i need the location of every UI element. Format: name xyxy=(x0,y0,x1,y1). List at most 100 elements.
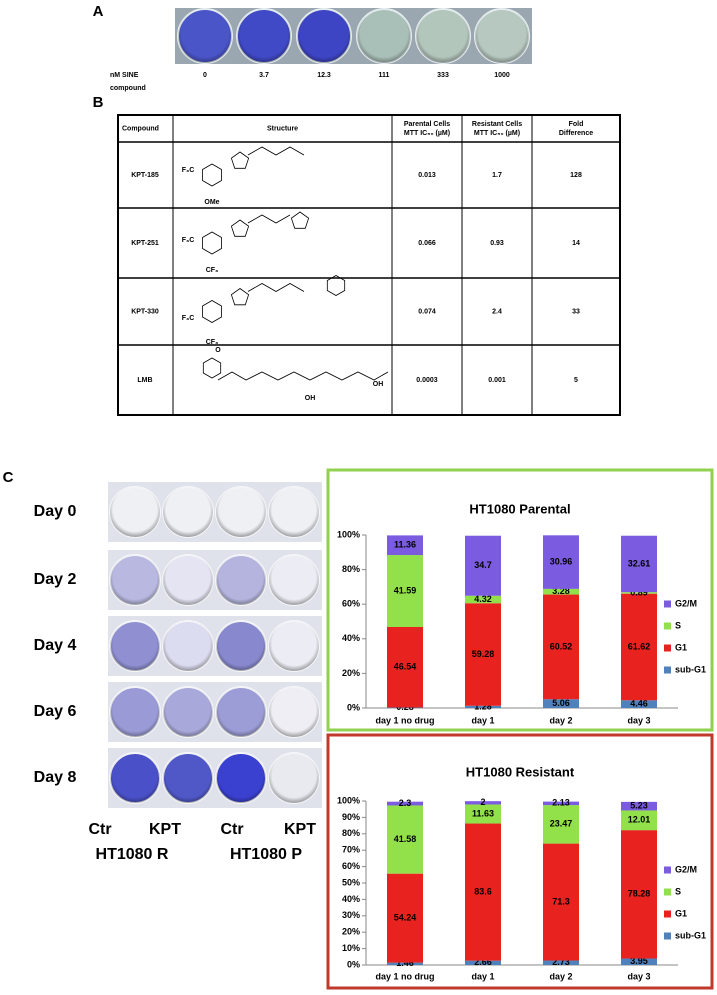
data-label: 32.61 xyxy=(628,558,651,568)
compound-name: LMB xyxy=(137,377,152,384)
ic50-parental: 0.0003 xyxy=(416,377,438,384)
y-tick-label: 40% xyxy=(342,894,360,904)
day-label: Day 4 xyxy=(34,637,77,654)
structure-chain xyxy=(218,372,388,380)
data-label: 83.6 xyxy=(474,886,492,896)
well-shade xyxy=(216,621,266,671)
y-tick-label: 90% xyxy=(342,812,360,822)
well-shade xyxy=(216,487,266,537)
day-label: Day 6 xyxy=(34,703,77,720)
dose-label: 333 xyxy=(437,72,449,79)
well-shade xyxy=(110,555,160,605)
y-tick-label: 80% xyxy=(342,564,360,574)
ic50-resistant: 2.4 xyxy=(492,308,502,315)
table-border xyxy=(118,115,620,415)
x-tick-label: day 3 xyxy=(627,971,650,981)
chart-title: HT1080 Parental xyxy=(469,501,570,516)
structure-ring xyxy=(231,152,248,168)
data-label: 12.01 xyxy=(628,815,651,825)
ic50-parental: 0.066 xyxy=(418,240,436,247)
well-shade xyxy=(269,687,319,737)
data-label: 5.06 xyxy=(552,698,570,708)
structure-label: OH xyxy=(373,381,384,388)
structure-ring xyxy=(231,289,248,305)
legend-label: G2/M xyxy=(675,864,697,874)
x-tick-label: day 3 xyxy=(627,715,650,725)
panel-label: B xyxy=(93,94,104,111)
day-label: Day 2 xyxy=(34,571,77,588)
table-header: Structure xyxy=(267,125,298,132)
well-shade xyxy=(163,621,213,671)
group-label: HT1080 R xyxy=(96,846,169,863)
data-label: 78.28 xyxy=(628,889,651,899)
well-shade xyxy=(475,9,529,63)
table-header: Fold xyxy=(569,121,584,128)
table-header: MTT IC₅₀ (µM) xyxy=(474,130,520,137)
structure-ring xyxy=(231,220,248,236)
structure-chain xyxy=(248,147,304,155)
structure-label: F₃C xyxy=(182,167,195,174)
well-shade xyxy=(110,753,160,803)
compound-name: KPT-330 xyxy=(131,308,159,315)
well-shade xyxy=(237,9,291,63)
structure-label: F₃C xyxy=(182,237,195,244)
well-shade xyxy=(163,687,213,737)
y-tick-label: 10% xyxy=(342,943,360,953)
column-label: Ctr xyxy=(88,821,111,838)
y-tick-label: 0% xyxy=(347,702,360,712)
legend-label: sub-G1 xyxy=(675,930,706,940)
structure-label: CF₃ xyxy=(206,267,219,274)
well-shade xyxy=(269,753,319,803)
legend-label: G1 xyxy=(675,908,687,918)
dose-row-label: nM SINE xyxy=(110,72,139,79)
well-shade xyxy=(110,621,160,671)
data-label: 71.3 xyxy=(552,896,570,906)
data-label: 59.28 xyxy=(472,649,495,659)
y-tick-label: 60% xyxy=(342,861,360,871)
y-tick-label: 50% xyxy=(342,877,360,887)
legend-swatch xyxy=(664,667,671,674)
fold-difference: 33 xyxy=(572,308,580,315)
ic50-parental: 0.074 xyxy=(418,308,436,315)
compound-name: KPT-251 xyxy=(131,240,159,247)
table-header: Compound xyxy=(122,125,159,132)
table-header: Resistant Cells xyxy=(472,121,522,128)
legend-swatch xyxy=(664,933,671,940)
column-label: KPT xyxy=(284,821,316,838)
y-tick-label: 80% xyxy=(342,828,360,838)
legend-label: S xyxy=(675,886,681,896)
y-tick-label: 20% xyxy=(342,927,360,937)
fold-difference: 128 xyxy=(570,172,582,179)
x-tick-label: day 2 xyxy=(549,971,572,981)
data-label: 46.54 xyxy=(394,662,417,672)
x-tick-label: day 1 xyxy=(471,715,494,725)
fold-difference: 14 xyxy=(572,240,580,247)
structure-ring xyxy=(203,358,220,378)
ic50-resistant: 1.7 xyxy=(492,172,502,179)
dose-label: 3.7 xyxy=(259,72,269,79)
structure-label: CF₃ xyxy=(206,339,219,346)
day-label: Day 8 xyxy=(34,769,77,786)
x-tick-label: day 1 no drug xyxy=(375,971,434,981)
dose-label: 12.3 xyxy=(317,72,331,79)
well-shade xyxy=(269,555,319,605)
well-shade xyxy=(269,621,319,671)
chart-title: HT1080 Resistant xyxy=(466,764,575,779)
table-header: MTT IC₅₀ (µM) xyxy=(404,130,450,137)
legend-swatch xyxy=(664,623,671,630)
well-shade xyxy=(110,487,160,537)
legend-swatch xyxy=(664,601,671,608)
x-tick-label: day 1 xyxy=(471,971,494,981)
well-shade xyxy=(416,9,470,63)
day-label: Day 0 xyxy=(34,503,77,520)
well-shade xyxy=(297,9,351,63)
column-label: Ctr xyxy=(220,821,243,838)
data-label: 34.7 xyxy=(474,560,492,570)
ic50-resistant: 0.001 xyxy=(488,377,506,384)
structure-ring xyxy=(203,164,222,186)
well-shade xyxy=(216,555,266,605)
ic50-resistant: 0.93 xyxy=(490,240,504,247)
well-shade xyxy=(163,753,213,803)
data-label: 61.62 xyxy=(628,641,651,651)
